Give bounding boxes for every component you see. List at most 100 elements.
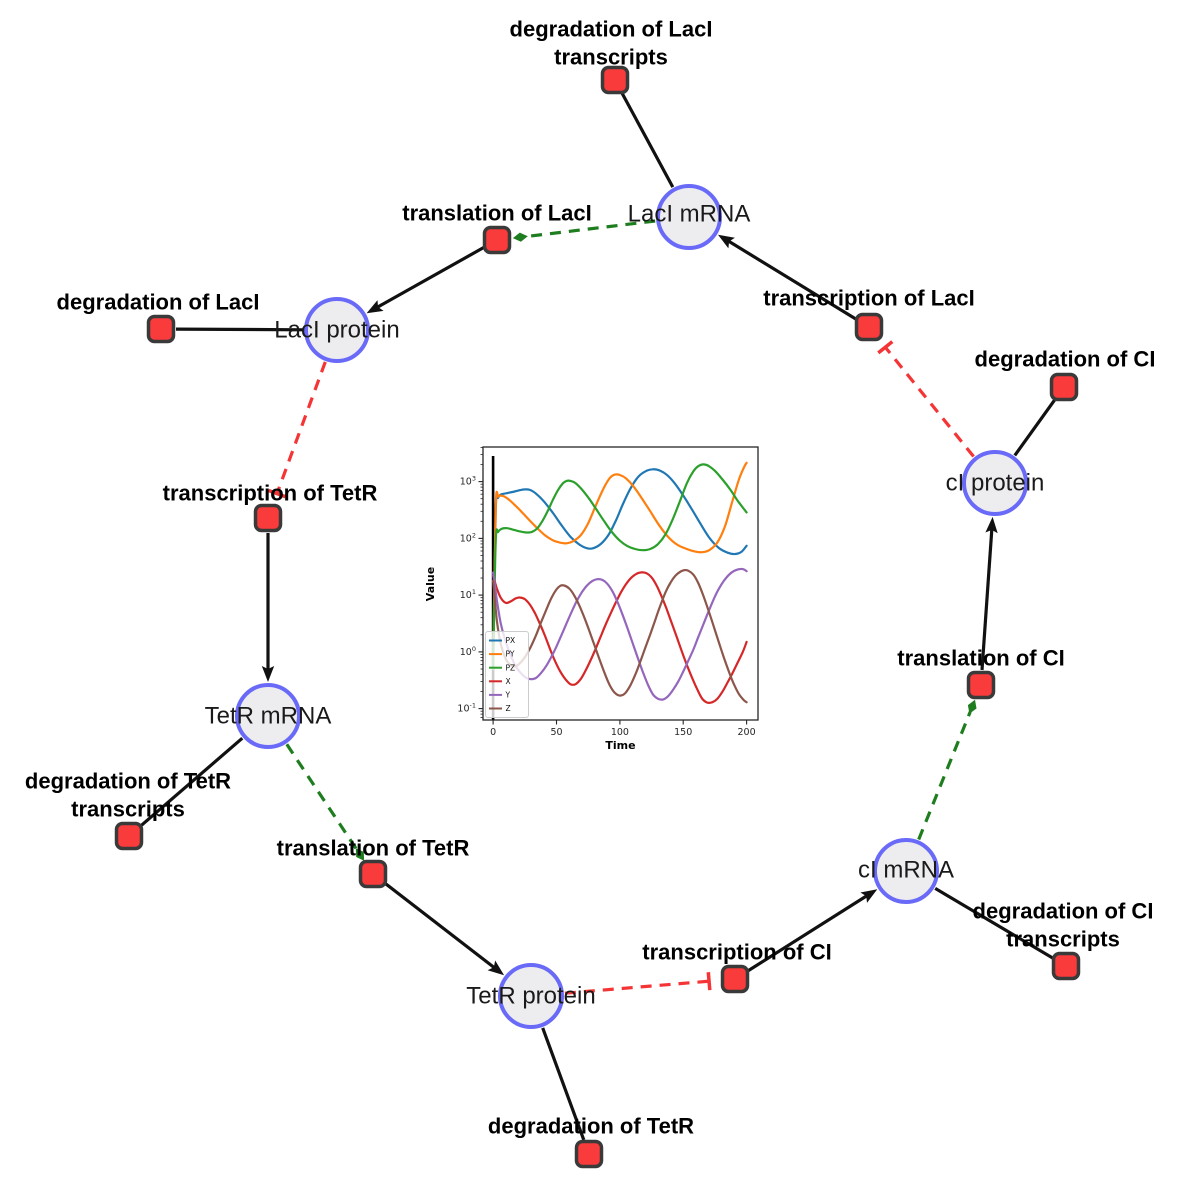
species-node-tetr_mrna (235, 683, 301, 749)
reaction-label-tl_ci: translation of CI (897, 646, 1064, 671)
nodes-layer (114, 65, 1081, 1169)
inhibition-tbar-laci_protein-tx_tetr (267, 488, 287, 499)
reaction-label-tx_tetr: transcription of TetR (163, 481, 378, 506)
reaction-node-deg_laci_tx (600, 65, 630, 95)
edge-tl_laci-laci_protein (374, 246, 485, 310)
species-label-ci_mrna: cI mRNA (858, 857, 954, 884)
y-tick-exponent: 0 (472, 645, 476, 653)
inhibition-tbar-tetr_protein-tx_ci (706, 972, 712, 991)
x-tick-label: 200 (738, 727, 756, 738)
species-node-laci_mrna (656, 184, 722, 250)
edge-tl_ci-ci_protein (980, 526, 994, 671)
y-tick-exponent: 1 (472, 588, 476, 596)
x-axis-label: Time (605, 739, 635, 752)
legend-label-PZ: PZ (506, 663, 516, 672)
reaction-label-deg_tetr_tx: transcripts (71, 797, 185, 822)
legend-label-X: X (506, 677, 511, 686)
reaction-label-deg_laci_tx: transcripts (554, 45, 668, 70)
modifier-diamond-ci_mrna-tl_ci (967, 699, 977, 714)
edge-tetr_mrna-tl_tetr (285, 743, 359, 851)
reaction-node-deg_laci (146, 314, 176, 344)
reaction-node-deg_tetr_tx (114, 821, 144, 851)
edge-tx_laci-laci_mrna (725, 238, 858, 321)
edge-laci_protein-deg_laci (175, 327, 304, 332)
reaction-node-tx_ci (720, 964, 750, 994)
legend-box (485, 631, 529, 718)
y-tick-exponent: 3 (472, 475, 476, 483)
y-tick-label: 101 (460, 588, 476, 601)
legend-label-PX: PX (506, 636, 516, 645)
arrowhead-tl_tetr-tetr_protein (487, 960, 505, 976)
series-curve-Y (492, 567, 748, 701)
y-tick-label: 103 (460, 475, 476, 488)
species-label-tetr_protein: TetR protein (466, 983, 595, 1010)
series-curve-PX (492, 468, 748, 671)
reaction-label-tx_laci: transcription of LacI (763, 286, 974, 311)
modifier-diamond-tetr_mrna-tl_tetr (355, 848, 365, 861)
arrowhead-tx_laci-laci_mrna (718, 234, 735, 249)
series-curve-PZ (492, 463, 748, 671)
y-tick-label: 102 (460, 531, 476, 544)
reaction-label-deg_ci: degradation of CI (975, 347, 1156, 372)
edges-layer (139, 92, 1057, 1141)
reaction-label-tl_tetr: translation of TetR (277, 836, 470, 861)
arrowhead-tx_tetr-tetr_mrna (261, 666, 275, 682)
reaction-label-tx_ci: transcription of CI (642, 940, 831, 965)
x-tick-label: 100 (611, 727, 629, 738)
y-tick-base: 10 (460, 590, 472, 601)
y-tick-label: 100 (460, 645, 476, 658)
y-axis-label: Value (424, 567, 437, 601)
x-tick-label: 150 (674, 727, 692, 738)
series-curve-Z (492, 568, 748, 704)
series-curve-PY (492, 461, 748, 671)
edge-laci_mrna-tl_laci (525, 219, 656, 239)
modifier-diamond-laci_mrna-tl_laci (512, 232, 528, 242)
chart-legend: PX PY PZ XYZ (485, 631, 529, 718)
arrowhead-tl_laci-laci_protein (366, 300, 384, 314)
edge-tetr_protein-tx_ci (564, 979, 710, 995)
reaction-node-tl_tetr (358, 859, 388, 889)
reaction-node-tx_laci (854, 312, 884, 342)
species-node-laci_protein (304, 297, 370, 363)
species-label-tetr_mrna: TetR mRNA (205, 703, 332, 730)
reaction-label-deg_laci_tx: degradation of LacI (510, 17, 713, 42)
reaction-label-tl_laci: translation of LacI (402, 201, 591, 226)
y-tick-exponent: 2 (472, 531, 476, 539)
edge-laci_protein-tx_tetr (275, 361, 327, 495)
reaction-node-tl_ci (966, 670, 996, 700)
edge-ci_mrna-tl_ci (917, 711, 972, 841)
y-tick-base: 10 (460, 477, 472, 488)
edge-ci_protein-tx_laci (884, 346, 975, 458)
inhibition-tbar-ci_protein-tx_laci (877, 340, 894, 355)
y-tick-exponent: -1 (470, 702, 476, 710)
legend-label-PY: PY (506, 650, 515, 659)
edge-laci_mrna-deg_laci_tx (620, 92, 675, 188)
reaction-label-deg_tetr_tx: degradation of TetR (25, 769, 231, 794)
labels-layer: LacI mRNA LacI protein TetR mRNA TetR prote… (25, 17, 1156, 1139)
species-node-ci_mrna (873, 838, 939, 904)
species-label-laci_protein: LacI protein (274, 317, 399, 344)
species-label-laci_mrna: LacI mRNA (628, 201, 751, 228)
arrowhead-tx_ci-ci_mrna (860, 889, 878, 903)
y-tick-base: 10 (460, 647, 472, 658)
edge-tx_ci-ci_mrna (746, 893, 870, 973)
y-tick-base: 10 (457, 704, 469, 715)
reaction-node-tx_tetr (253, 503, 283, 533)
edge-tl_tetr-tetr_protein (383, 881, 498, 971)
reaction-node-tl_laci (482, 225, 512, 255)
species-label-ci_protein: cI protein (946, 470, 1045, 497)
x-tick-label: 50 (550, 727, 562, 738)
reaction-node-deg_ci_tx (1051, 951, 1081, 981)
legend-label-Y: Y (505, 691, 511, 700)
y-tick-base: 10 (460, 533, 472, 544)
species-node-tetr_protein (498, 963, 564, 1029)
y-tick-label: 10-1 (457, 702, 476, 715)
species-node-ci_protein (962, 450, 1028, 516)
edge-ci_mrna-deg_ci_tx (934, 887, 1054, 960)
x-tick-label: 0 (490, 727, 496, 738)
reaction-label-deg_ci_tx: transcripts (1006, 927, 1120, 952)
edge-ci_protein-deg_ci (1013, 398, 1057, 457)
